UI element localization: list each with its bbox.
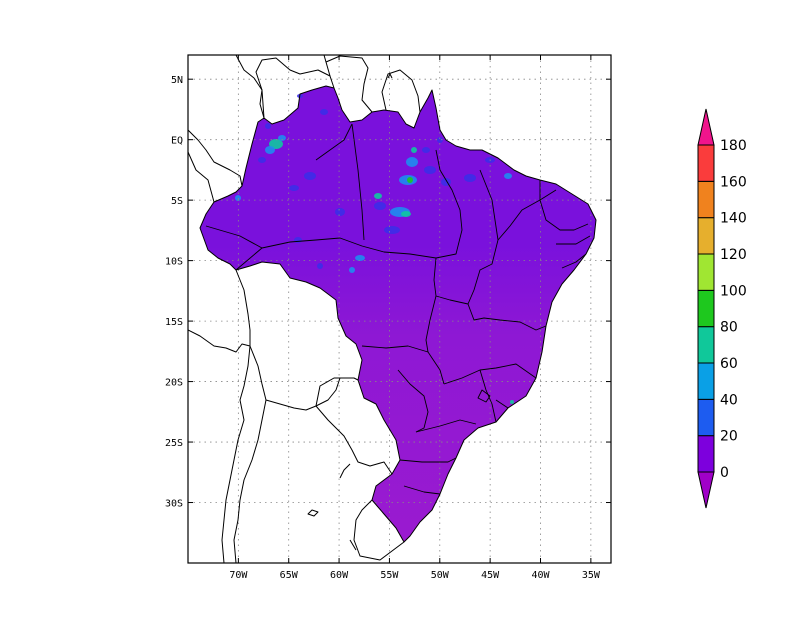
precip-patch bbox=[269, 139, 283, 149]
colorbar-label: 0 bbox=[720, 465, 729, 481]
plot-frame bbox=[187, 54, 612, 564]
colorbar-label: 40 bbox=[720, 392, 738, 408]
colorbar-label: 140 bbox=[720, 211, 747, 227]
colorbar-bin bbox=[697, 144, 715, 182]
precip-patch bbox=[304, 172, 316, 180]
lat-tick-label: 15S bbox=[165, 317, 183, 328]
lat-tick-label: 25S bbox=[165, 438, 183, 449]
colorbar-bin bbox=[697, 435, 715, 473]
lat-tick-label: 30S bbox=[165, 499, 183, 510]
lat-lon-grid bbox=[188, 55, 611, 563]
lat-tick-label: 10S bbox=[165, 257, 183, 268]
precip-patch bbox=[504, 173, 512, 179]
precip-patch bbox=[320, 109, 328, 115]
lon-tick-label: 45W bbox=[481, 570, 500, 581]
colorbar-bin bbox=[697, 289, 715, 328]
colorbar-under-triangle bbox=[697, 471, 715, 509]
precip-patch bbox=[422, 147, 430, 153]
precip-patch bbox=[401, 211, 411, 217]
precip-patch bbox=[374, 193, 382, 199]
colorbar-bin bbox=[697, 217, 715, 255]
country-borders bbox=[188, 55, 597, 563]
colorbar-label: 20 bbox=[720, 429, 738, 445]
precip-patch bbox=[510, 400, 514, 404]
colorbar-label: 60 bbox=[720, 356, 738, 372]
precip-patch bbox=[464, 174, 476, 182]
lat-tick-label: 5N bbox=[171, 75, 183, 86]
precip-patch bbox=[278, 135, 286, 141]
precip-patch bbox=[384, 226, 400, 234]
colorbar-over-triangle bbox=[697, 108, 715, 146]
precip-patch bbox=[265, 123, 271, 129]
colorbar-bin bbox=[697, 180, 715, 219]
colorbar-bin bbox=[697, 398, 715, 437]
precip-patch bbox=[437, 137, 443, 143]
lat-tick-label: 5S bbox=[171, 196, 183, 207]
state-borders bbox=[205, 123, 591, 495]
precip-patch bbox=[289, 185, 299, 191]
precip-patch bbox=[355, 255, 365, 261]
precip-patch bbox=[374, 202, 386, 210]
colorbar-label: 120 bbox=[720, 247, 747, 263]
lon-tick-label: 60W bbox=[330, 570, 349, 581]
lon-tick-label: 35W bbox=[582, 570, 601, 581]
colorbar-label: 100 bbox=[720, 283, 747, 299]
precip-patch bbox=[349, 267, 355, 273]
lon-tick-label: 40W bbox=[531, 570, 550, 581]
lon-tick-label: 55W bbox=[380, 570, 399, 581]
lon-tick-label: 50W bbox=[431, 570, 450, 581]
lat-tick-label: EQ bbox=[171, 136, 183, 147]
lon-tick-label: 70W bbox=[229, 570, 248, 581]
longitude-axis: 70W 65W 60W 55W 50W 45W 40W 35W bbox=[229, 55, 601, 581]
lon-tick-label: 65W bbox=[280, 570, 299, 581]
precip-patch bbox=[407, 177, 413, 183]
colorbar-label: 80 bbox=[720, 320, 738, 336]
precip-patch bbox=[411, 147, 417, 153]
lat-tick-label: 20S bbox=[165, 378, 183, 389]
precip-patch bbox=[265, 146, 275, 154]
colorbar-bin bbox=[697, 326, 715, 364]
latitude-axis: 5N EQ 5S 10S 15S 20S 25S 30S bbox=[165, 75, 611, 510]
colorbar-label: 180 bbox=[720, 138, 747, 154]
colorbar: 0 20 40 60 80 100 120 140 160 180 bbox=[697, 108, 747, 509]
colorbar-bin bbox=[697, 253, 715, 291]
precip-patch bbox=[406, 157, 418, 167]
colorbar-bin bbox=[697, 362, 715, 400]
precip-patch bbox=[335, 208, 345, 216]
precip-patch bbox=[258, 157, 266, 163]
precip-patch bbox=[424, 166, 436, 174]
precip-patch bbox=[317, 263, 323, 269]
colorbar-label: 160 bbox=[720, 174, 747, 190]
precip-patch bbox=[294, 237, 302, 243]
